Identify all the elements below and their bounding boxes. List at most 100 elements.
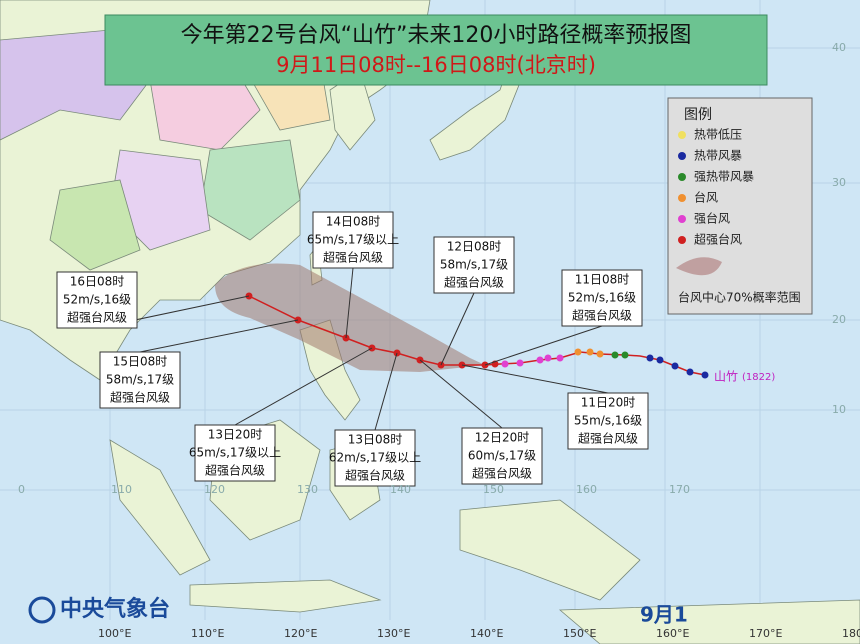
legend-dot [678,194,686,202]
callout-line [374,352,398,431]
callout-level: 超强台风级 [110,390,170,405]
callout-line [139,319,299,353]
callout-line [440,292,475,366]
legend-cone-label: 台风中心70%概率范围 [678,290,801,305]
track-point [536,356,544,364]
storm-code: (1822) [742,372,775,383]
legend-dot [678,131,686,139]
grid-lat-label: 20 [832,313,846,326]
callout-wind: 62m/s,17级以上 [329,451,421,465]
lon-label: 140°E [470,627,503,640]
legend-dot [678,215,686,223]
callout-wind: 52m/s,16级 [63,293,131,307]
track-point [501,360,509,368]
callout-box [56,271,138,329]
callout-time: 12日20时 [475,431,530,445]
lon-label: 130°E [377,627,410,640]
legend-label: 强热带风暴 [694,170,754,184]
lon-label: 180°E [842,627,860,640]
callout-line [419,359,503,429]
callout-level: 超强台风级 [578,431,638,446]
track-point [611,351,619,359]
callout-box [194,424,276,482]
legend-dot [678,236,686,244]
callout-box [312,211,394,269]
callout-wind: 60m/s,17级 [468,449,536,463]
callout-time: 16日08时 [70,275,125,289]
grid-lat-label: 30 [832,176,846,189]
callout-box [433,236,515,294]
grid-lat-label: 40 [832,41,846,54]
callout-wind: 58m/s,17级 [440,258,508,272]
legend-dot [678,152,686,160]
grid-lon-label: 170 [669,483,690,496]
callout-level: 超强台风级 [472,466,532,481]
track-point [596,350,604,358]
lon-label: 170°E [749,627,782,640]
lon-label: 100°E [98,627,131,640]
callout-time: 13日08时 [348,433,403,447]
legend-box [667,97,813,315]
grid-lon-label: 110 [111,483,132,496]
callout-level: 超强台风级 [323,250,383,265]
grid-lon-label: 120 [204,483,225,496]
lon-label: 110°E [191,627,224,640]
grid-lon-label: 150 [483,483,504,496]
track-point [671,362,679,370]
callout-time: 14日08时 [326,215,381,229]
callout-line [461,364,609,394]
callout-box [334,429,416,487]
track-point [646,354,654,362]
grid-lat-label: 10 [832,403,846,416]
legend-label: 台风 [694,190,718,205]
callout-level: 超强台风级 [572,308,632,323]
lon-label: 160°E [656,627,689,640]
legend-title: 图例 [684,107,712,123]
callout-wind: 65m/s,17级以上 [189,446,281,460]
legend-label: 热带风暴 [694,149,742,163]
callout-box [561,269,643,327]
agency: 中央气象台 [60,596,170,622]
agency-logo [28,596,56,624]
callout-wind: 55m/s,16级 [574,414,642,428]
track-point [516,359,524,367]
lon-label: 120°E [284,627,317,640]
track-point [656,356,664,364]
callout-wind: 58m/s,17级 [106,373,174,387]
grid-lon-label: 0 [18,483,25,496]
callout-time: 11日20时 [581,396,636,410]
track-point [544,354,552,362]
callout-time: 12日08时 [447,240,502,254]
grid-lon-label: 160 [576,483,597,496]
track-point [686,368,694,376]
callout-wind: 65m/s,17级以上 [307,233,399,247]
track-point [701,371,709,379]
legend-label: 强台风 [694,211,730,226]
callout-wind: 52m/s,16级 [568,291,636,305]
legend-cone [676,257,722,276]
lon-label: 150°E [563,627,596,640]
callout-line [345,267,354,339]
title-box [104,14,768,86]
callout-time: 13日20时 [208,428,263,442]
legend-label: 超强台风 [694,232,742,247]
title: 今年第22号台风“山竹”未来120小时路径概率预报图 [181,23,692,48]
callout-level: 超强台风级 [67,310,127,325]
footer-date: 9月1 [640,603,688,627]
callout-box [461,427,543,485]
legend-dot [678,173,686,181]
storm-name: 山竹 [714,370,738,384]
callout-time: 15日08时 [113,355,168,369]
track-point [621,351,629,359]
callout-level: 超强台风级 [444,275,504,290]
track-point [556,354,564,362]
callout-time: 11日08时 [575,273,630,287]
callout-level: 超强台风级 [205,463,265,478]
callout-box [99,351,181,409]
callout-level: 超强台风级 [345,468,405,483]
track-point [586,348,594,356]
probability-cone [215,263,485,372]
subtitle: 9月11日08时--16日08时(北京时) [276,53,596,77]
